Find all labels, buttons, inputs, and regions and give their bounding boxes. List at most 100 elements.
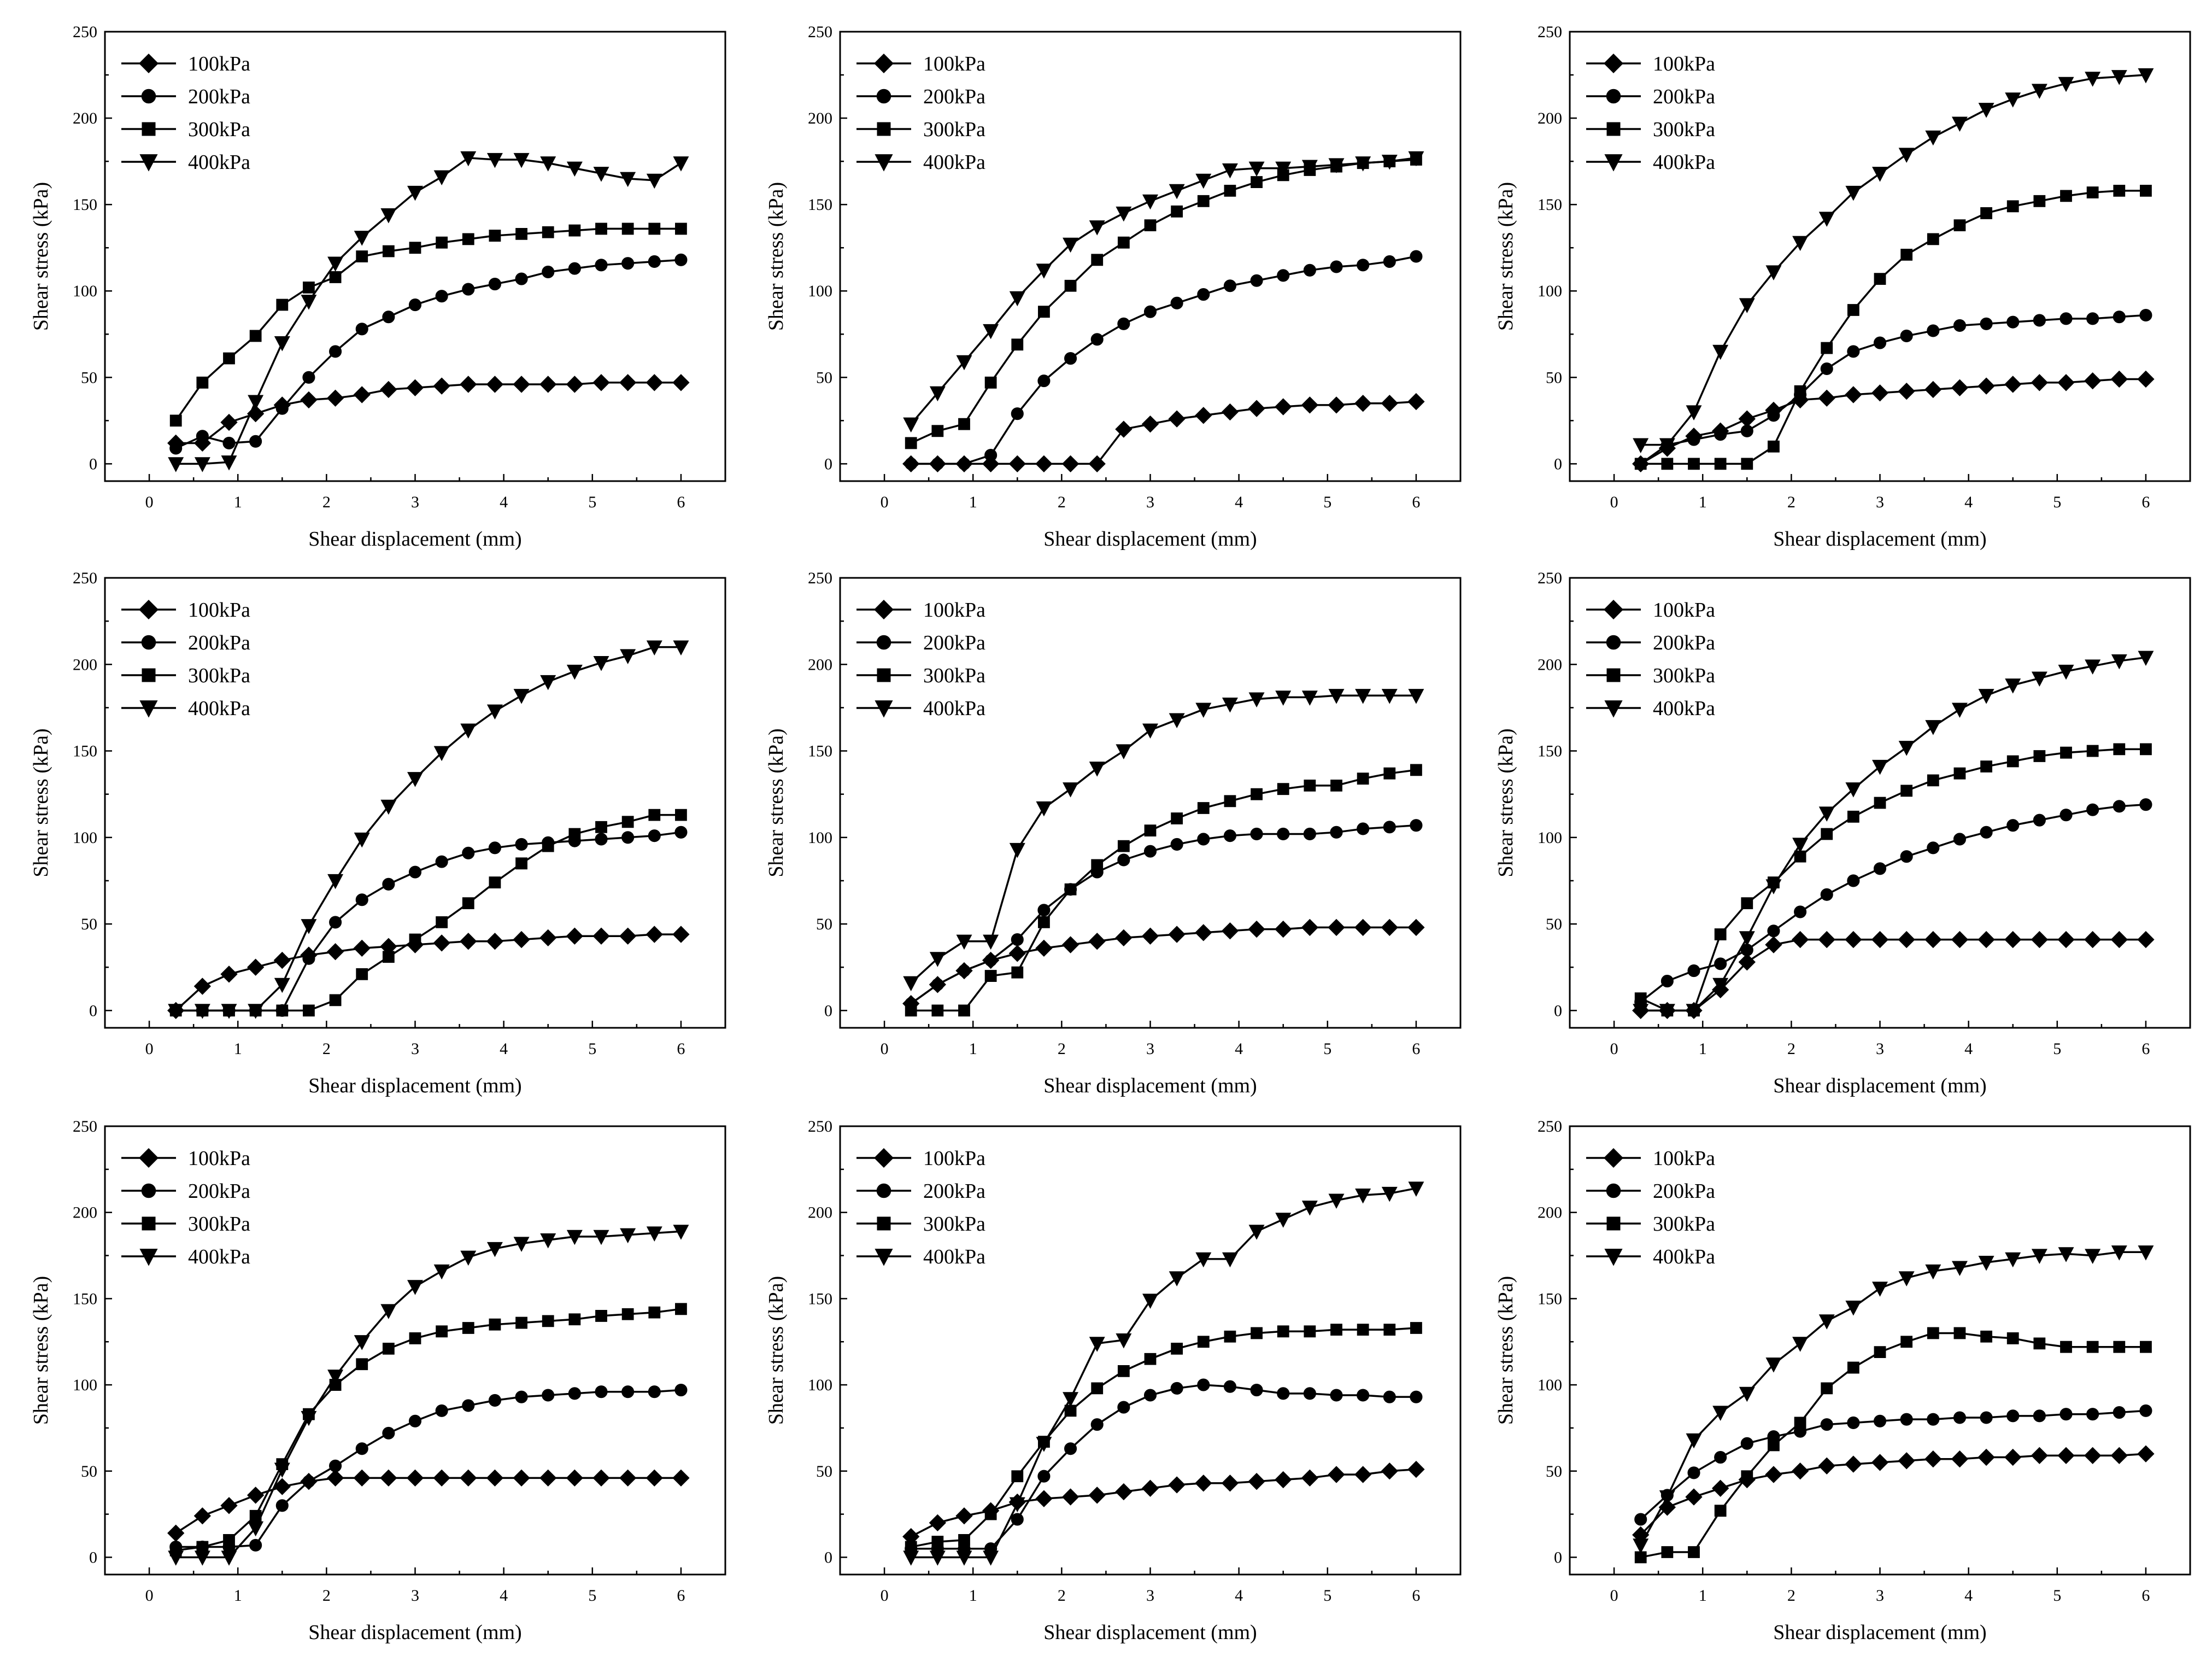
series-line-200kpa xyxy=(175,259,682,449)
data-point-400kpa xyxy=(407,772,423,787)
data-point-400kpa xyxy=(274,978,290,993)
data-point-200kpa xyxy=(1037,904,1051,917)
data-point-300kpa xyxy=(568,224,581,237)
data-point-200kpa xyxy=(984,954,998,967)
data-point-300kpa xyxy=(2086,186,2099,198)
data-point-400kpa xyxy=(433,746,450,762)
data-point-300kpa xyxy=(621,1308,634,1320)
data-point-200kpa xyxy=(1820,888,1833,901)
chart-panel-row3-col1: 0 50 100 150 200 250 0 1 2 3 4 5 6 Shear displacement… xyxy=(30,1117,726,1644)
data-point-200kpa xyxy=(1143,305,1157,318)
data-point-300kpa xyxy=(1038,306,1050,318)
data-point-400kpa xyxy=(1355,1189,1371,1204)
data-point-100kpa xyxy=(1925,381,1942,399)
data-point-300kpa xyxy=(568,828,581,840)
legend-label-200kpa: 200kPa xyxy=(1653,1180,1715,1203)
y-tick-label: 150 xyxy=(73,742,97,760)
data-point-200kpa xyxy=(302,952,315,965)
data-point-300kpa xyxy=(1011,966,1024,979)
data-point-400kpa xyxy=(1142,1294,1158,1309)
legend-label-200kpa: 200kPa xyxy=(923,85,985,108)
data-point-400kpa xyxy=(1222,1252,1238,1268)
data-point-200kpa xyxy=(1873,336,1887,349)
data-point-400kpa xyxy=(380,799,397,815)
data-point-200kpa xyxy=(1687,1466,1700,1479)
data-point-400kpa xyxy=(1089,762,1105,777)
x-tick-label: 1 xyxy=(234,1587,242,1605)
series-line-100kpa xyxy=(1640,938,2146,1012)
data-point-300kpa xyxy=(1383,1324,1396,1336)
data-point-400kpa xyxy=(1355,156,1371,172)
data-point-300kpa xyxy=(382,1342,395,1355)
chart-panel-row1-col2: 0 50 100 150 200 250 0 1 2 3 4 5 6 Shear displacement… xyxy=(765,23,1462,551)
data-point-400kpa xyxy=(1089,1337,1105,1352)
data-point-400kpa xyxy=(460,1250,477,1266)
data-point-400kpa xyxy=(1063,782,1079,798)
data-point-300kpa xyxy=(1953,1327,1966,1339)
data-point-200kpa xyxy=(1383,1390,1396,1403)
data-point-100kpa xyxy=(247,958,265,976)
data-point-100kpa xyxy=(982,455,1000,473)
data-point-300kpa xyxy=(1741,458,1753,470)
data-point-100kpa xyxy=(1381,918,1398,937)
data-point-300kpa xyxy=(958,1534,970,1546)
data-point-300kpa xyxy=(1900,248,1913,261)
data-point-300kpa xyxy=(1794,1417,1806,1429)
data-point-400kpa xyxy=(354,231,370,246)
data-point-400kpa xyxy=(1633,1004,1649,1019)
data-point-200kpa xyxy=(1980,1411,1993,1424)
legend-marker-400kpa xyxy=(139,700,158,718)
data-point-300kpa xyxy=(2060,190,2072,202)
data-point-200kpa xyxy=(1900,1413,1913,1426)
data-point-100kpa xyxy=(2084,931,2102,949)
data-point-200kpa xyxy=(1011,1513,1024,1526)
data-point-400kpa xyxy=(956,355,972,371)
data-point-400kpa xyxy=(1009,842,1025,858)
data-point-100kpa xyxy=(1035,939,1053,957)
data-point-300kpa xyxy=(1688,458,1700,470)
data-point-200kpa xyxy=(595,259,608,272)
data-point-200kpa xyxy=(1250,1383,1263,1397)
x-tick-label: 4 xyxy=(1235,1587,1243,1605)
data-point-400kpa xyxy=(1978,689,1994,704)
data-point-200kpa xyxy=(621,257,635,270)
data-point-200kpa xyxy=(674,1383,688,1397)
data-point-400kpa xyxy=(1222,697,1238,713)
data-point-300kpa xyxy=(1410,764,1422,776)
data-point-400kpa xyxy=(168,457,184,472)
data-point-400kpa xyxy=(1659,1004,1675,1019)
data-point-400kpa xyxy=(1248,161,1265,177)
legend-marker-300kpa xyxy=(1606,1216,1621,1231)
data-point-400kpa xyxy=(1089,220,1105,236)
x-tick-label: 3 xyxy=(411,1040,419,1058)
data-point-300kpa xyxy=(2140,1341,2152,1353)
y-axis-title: Shear stress (kPa) xyxy=(765,182,788,331)
data-point-200kpa xyxy=(462,846,475,859)
x-tick-label: 3 xyxy=(411,1587,419,1605)
data-point-400kpa xyxy=(1633,1538,1649,1554)
data-point-100kpa xyxy=(433,1469,450,1487)
data-point-400kpa xyxy=(620,1228,636,1244)
data-point-200kpa xyxy=(648,1385,661,1398)
data-point-100kpa xyxy=(1088,455,1106,473)
data-point-400kpa xyxy=(194,457,210,472)
data-point-200kpa xyxy=(1330,826,1343,839)
data-point-400kpa xyxy=(1301,690,1318,706)
data-point-300kpa xyxy=(489,230,501,242)
data-point-100kpa xyxy=(1088,1487,1106,1504)
data-point-300kpa xyxy=(1741,897,1753,909)
legend-marker-100kpa xyxy=(874,1148,894,1168)
data-point-400kpa xyxy=(168,1004,184,1019)
x-tick-label: 2 xyxy=(322,1587,331,1605)
data-point-200kpa xyxy=(595,1385,608,1398)
data-point-300kpa xyxy=(1927,774,1939,787)
y-tick-label: 250 xyxy=(808,1117,832,1136)
data-point-100kpa xyxy=(1381,1462,1398,1480)
data-point-300kpa xyxy=(1011,338,1024,351)
data-point-200kpa xyxy=(1223,829,1236,842)
data-point-100kpa xyxy=(1248,1473,1265,1490)
x-tick-label: 4 xyxy=(1964,1040,1973,1058)
data-point-200kpa xyxy=(515,838,528,851)
data-point-300kpa xyxy=(542,840,554,852)
series-line-400kpa xyxy=(1640,656,2146,1012)
